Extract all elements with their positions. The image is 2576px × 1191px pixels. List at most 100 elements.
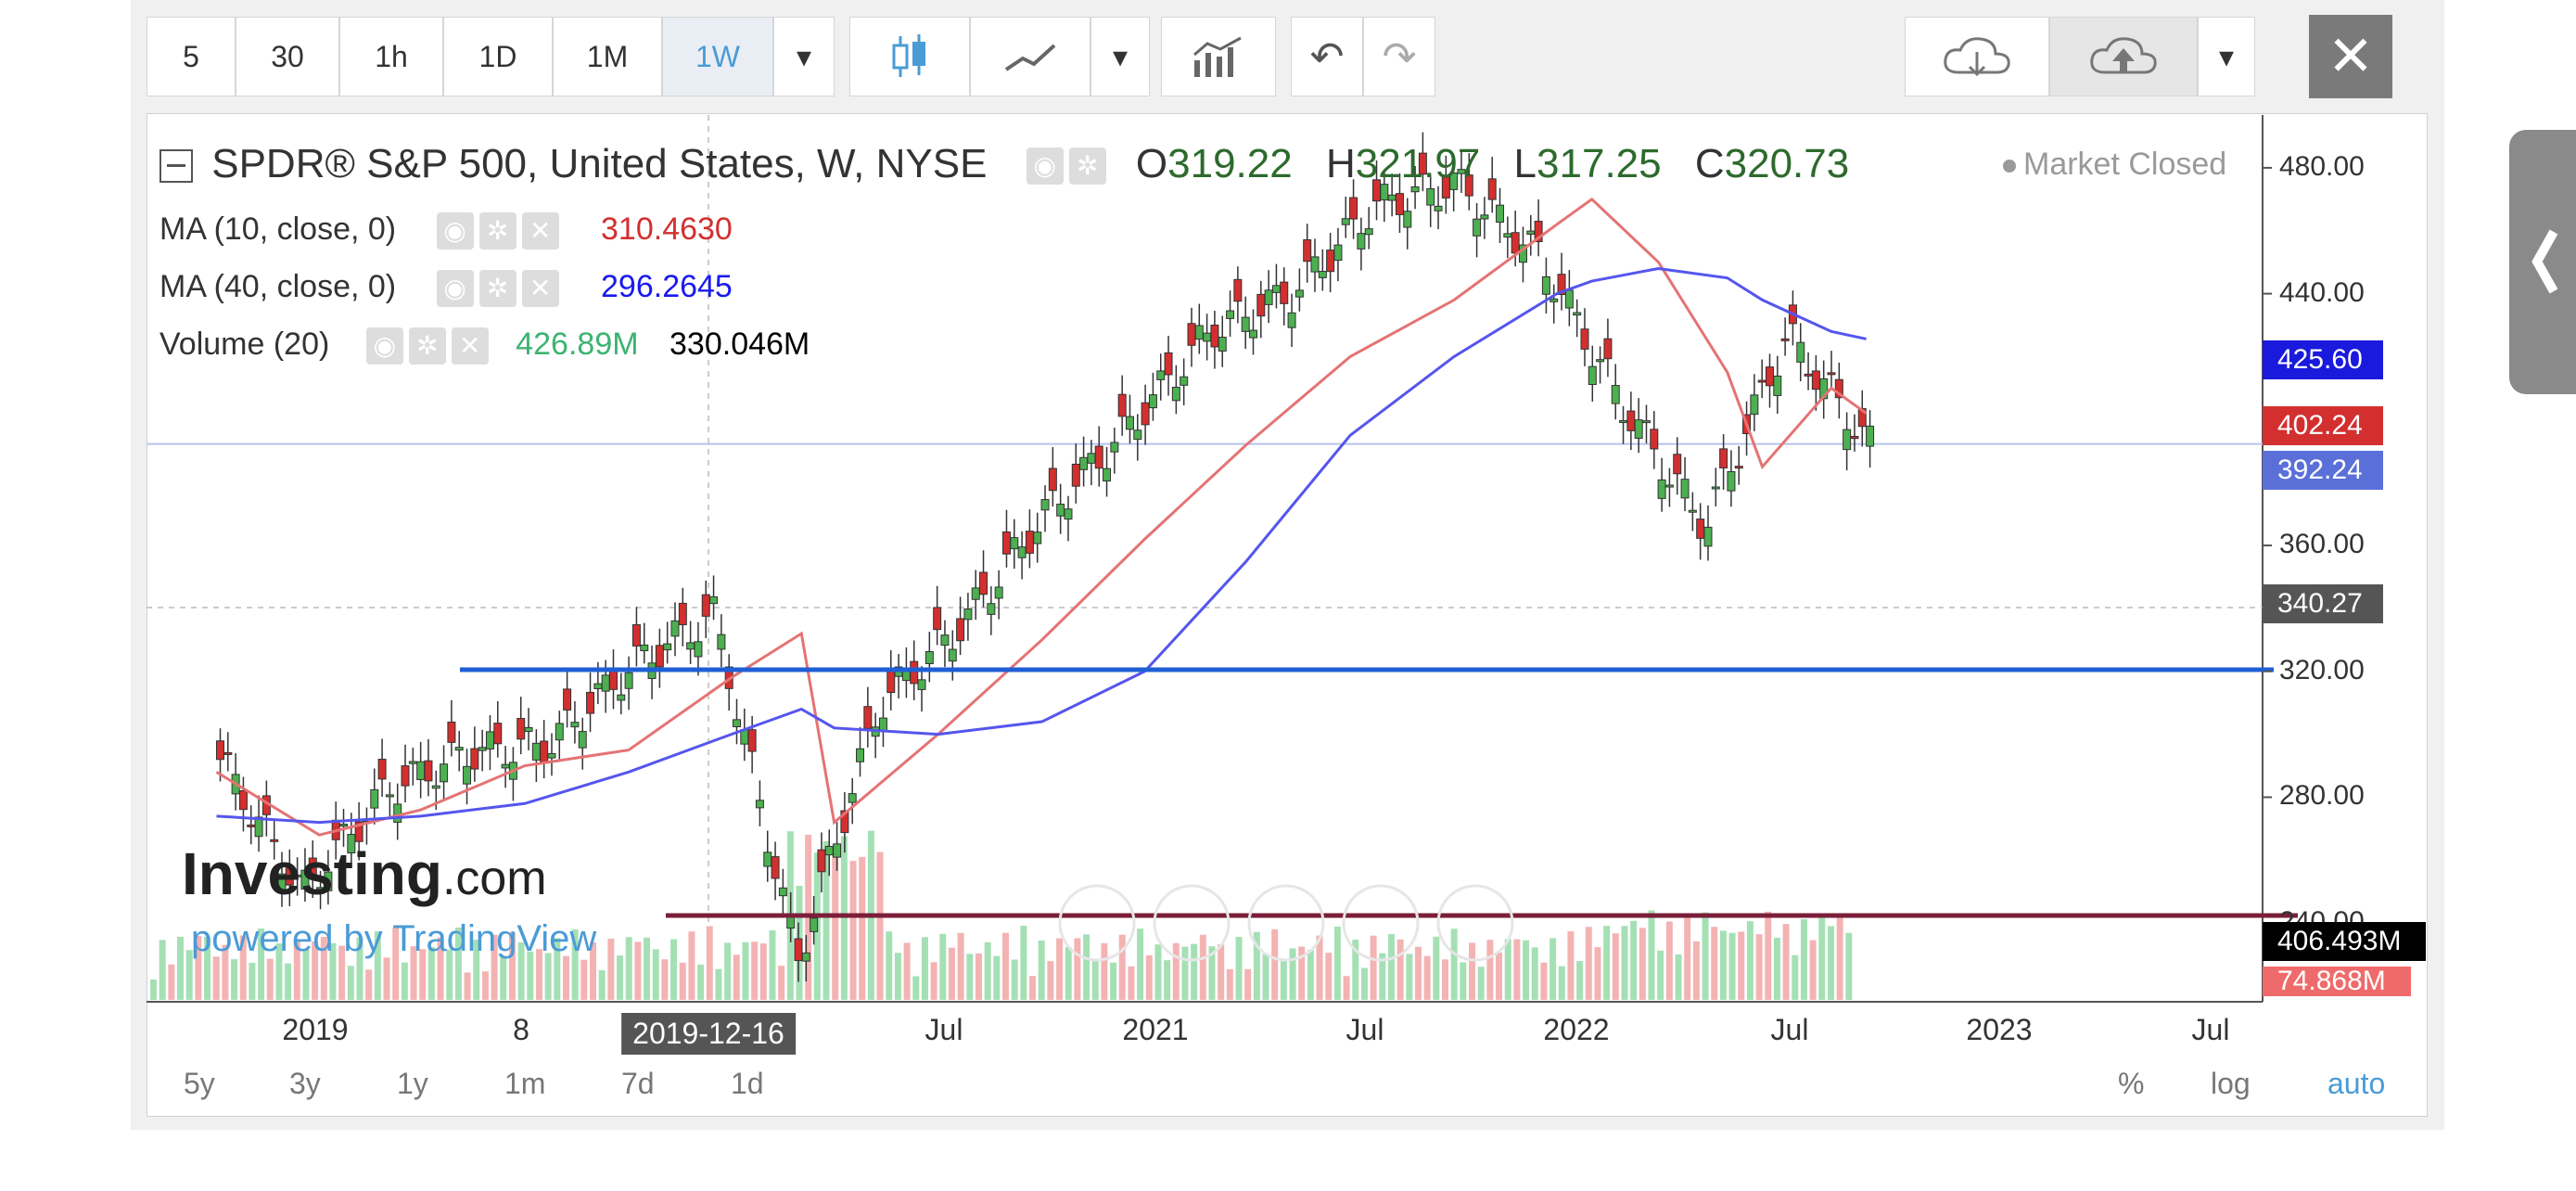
volume-bar: [625, 937, 632, 1000]
range-5y-button[interactable]: 5y: [184, 1067, 215, 1100]
price-tick-label: 480.00: [2279, 150, 2365, 182]
percent-scale-button[interactable]: %: [2118, 1067, 2145, 1100]
line-chart-type-button[interactable]: [970, 17, 1090, 96]
volume-bar: [1316, 935, 1323, 1000]
candle-body: [1673, 454, 1682, 475]
volume-ma-tag: 406.493M: [2263, 922, 2426, 961]
volume-bar: [473, 940, 480, 1000]
ma40-label: MA (40, close, 0): [159, 269, 397, 304]
remove-icon[interactable]: ✕: [451, 327, 489, 365]
remove-icon[interactable]: ✕: [521, 270, 559, 308]
close-value: 320.73: [1724, 141, 1850, 186]
candle-body: [1580, 328, 1589, 350]
candle-body: [1850, 435, 1859, 440]
candle-body: [1766, 366, 1775, 387]
indicators-button[interactable]: [1161, 17, 1276, 96]
auto-scale-button[interactable]: auto: [2327, 1067, 2386, 1100]
volume-bar: [329, 942, 337, 1000]
volume-bar: [993, 955, 1001, 1000]
eye-icon[interactable]: ◉: [1026, 147, 1064, 186]
gear-icon[interactable]: ✲: [478, 212, 516, 250]
interval-5-button[interactable]: 5: [147, 17, 236, 96]
candle-body: [1264, 289, 1273, 305]
candle-body: [223, 751, 233, 755]
volume-bar: [356, 937, 363, 1000]
log-scale-button[interactable]: log: [2211, 1067, 2251, 1100]
candle-body: [1480, 214, 1489, 220]
interval-1w-button[interactable]: 1W: [662, 17, 773, 96]
eye-icon[interactable]: ◉: [436, 270, 474, 308]
eye-icon[interactable]: ◉: [436, 212, 474, 250]
gear-icon[interactable]: ✲: [478, 270, 516, 308]
candle-body: [709, 596, 719, 605]
candle-body: [863, 706, 873, 729]
high-label: H: [1325, 141, 1356, 186]
range-3y-button[interactable]: 3y: [289, 1067, 321, 1100]
interval-1m-button[interactable]: 1M: [553, 17, 662, 96]
candle-body: [501, 763, 510, 769]
interval-dropdown-button[interactable]: ▾: [773, 17, 835, 96]
candle-body: [1811, 370, 1820, 391]
candles-chart-type-button[interactable]: [849, 17, 970, 96]
load-chart-button[interactable]: [1905, 17, 2049, 96]
volume-bar: [239, 935, 247, 1000]
candle-body: [1641, 420, 1651, 424]
volume-bar: [562, 955, 569, 1000]
volume-bar: [1280, 959, 1287, 1000]
gear-icon[interactable]: ✲: [1068, 147, 1106, 186]
range-1d-button[interactable]: 1d: [731, 1067, 764, 1100]
candle-body: [886, 670, 896, 694]
candle-body: [1156, 370, 1166, 380]
volume-bar: [454, 928, 462, 1000]
eye-icon[interactable]: ◉: [365, 327, 403, 365]
volume-bar: [634, 941, 642, 1000]
chart-nav-control: [1342, 884, 1420, 962]
candle-body: [1857, 407, 1867, 428]
candle-body: [1241, 316, 1250, 332]
chart-type-dropdown-button[interactable]: ▾: [1090, 17, 1150, 96]
candle-body: [1110, 442, 1119, 453]
collapse-icon[interactable]: [159, 149, 193, 184]
volume-bar: [607, 938, 615, 1000]
range-7d-button[interactable]: 7d: [621, 1067, 655, 1100]
volume-bar: [222, 944, 229, 1000]
candle-body: [1203, 332, 1212, 342]
candle-body: [1056, 504, 1065, 517]
volume-bar: [1145, 954, 1153, 1000]
remove-icon[interactable]: ✕: [521, 212, 559, 250]
volume-bar: [258, 928, 265, 1000]
candle-body: [1866, 425, 1875, 447]
range-1m-button[interactable]: 1m: [504, 1067, 546, 1100]
time-tick-label: 2023: [1966, 1013, 2033, 1046]
gear-icon[interactable]: ✲: [408, 327, 446, 365]
candle-body: [987, 603, 996, 615]
open-value: 319.22: [1167, 141, 1293, 186]
side-panel-handle[interactable]: [2509, 130, 2576, 394]
candle-body: [1711, 486, 1720, 490]
save-dropdown-button[interactable]: ▾: [2198, 17, 2255, 96]
candle-body: [354, 821, 363, 842]
interval-1h-button[interactable]: 1h: [339, 17, 443, 96]
candle-body: [956, 618, 965, 642]
range-1y-button[interactable]: 1y: [397, 1067, 428, 1100]
candle-body: [856, 748, 865, 762]
candle-body: [493, 723, 503, 745]
interval-30-button[interactable]: 30: [236, 17, 339, 96]
candle-body: [485, 731, 494, 749]
candle-body: [771, 856, 780, 879]
candle-body: [531, 742, 541, 761]
volume-bar: [1746, 921, 1753, 1000]
low-label: L: [1513, 141, 1537, 186]
candle-body: [678, 602, 687, 626]
save-chart-button[interactable]: [2049, 17, 2198, 96]
candle-body: [215, 740, 224, 761]
candle-body: [1626, 410, 1636, 431]
undo-button[interactable]: ↶: [1291, 17, 1363, 96]
volume-bar: [1567, 931, 1575, 1000]
close-button[interactable]: ✕: [2309, 15, 2392, 98]
candle-body: [1657, 479, 1666, 499]
volume-bar: [697, 964, 705, 1000]
redo-button[interactable]: ↷: [1363, 17, 1435, 96]
interval-1d-button[interactable]: 1D: [443, 17, 553, 96]
